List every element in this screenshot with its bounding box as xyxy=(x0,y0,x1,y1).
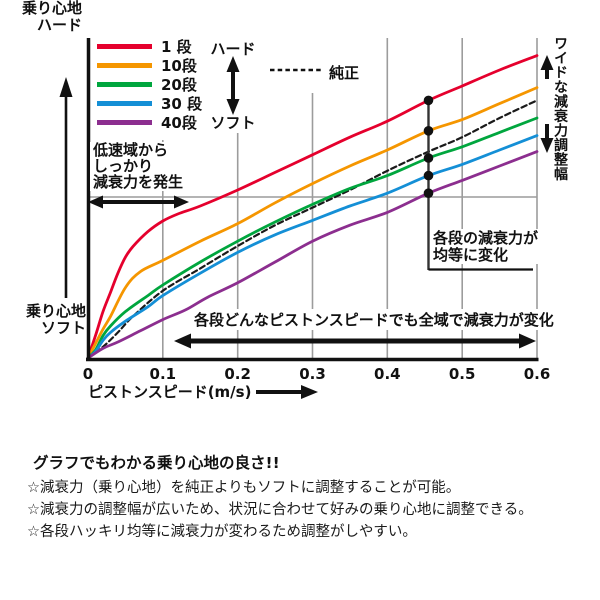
hard-soft-scale: ハード ソフト xyxy=(206,37,260,133)
legend-swatch xyxy=(97,101,152,106)
annotation-low-speed: 低速域から しっかり 減衰力を発生 xyxy=(90,142,187,192)
hard-soft-range-arrow xyxy=(226,56,240,115)
footer-title: グラフでもわかる乗り心地の良さ!! xyxy=(33,454,280,472)
stock-legend-label: 純正 xyxy=(327,62,362,83)
x-tick-0.6: 0.6 xyxy=(523,365,551,383)
soft-label: ソフト xyxy=(210,114,256,132)
x-tick-0.1: 0.1 xyxy=(149,365,177,383)
low-speed-range-arrow xyxy=(88,195,189,209)
legend-swatch xyxy=(97,120,152,125)
legend-item-4: 30 段 xyxy=(97,94,202,113)
x-tick-0.5: 0.5 xyxy=(448,365,476,383)
legend-label: 20段 xyxy=(161,76,197,94)
y-axis-arrow-up xyxy=(59,77,73,298)
x-tick-0.3: 0.3 xyxy=(299,365,326,383)
chart-canvas xyxy=(86,38,539,362)
marker-dot-40段 xyxy=(423,188,434,198)
footer-bullet-1: ☆減衰力（乗り心地）を純正よりもソフトに調整することが可能。 xyxy=(27,480,461,496)
x-tick-0.2: 0.2 xyxy=(224,365,251,383)
hard-label: ハード xyxy=(210,40,256,58)
legend-label: 1 段 xyxy=(161,38,192,56)
grid-layer xyxy=(88,38,538,358)
x-tick-0: 0 xyxy=(82,365,94,383)
curve-step-20段 xyxy=(86,116,539,360)
wide-range-down-arrow xyxy=(540,124,554,153)
axes-layer xyxy=(86,38,539,362)
x-tick-0.4: 0.4 xyxy=(374,365,401,383)
annotation-wide-range: ワイドな減衰力調整幅 xyxy=(552,36,568,181)
x-axis-label: ピストンスピード(m/s) xyxy=(88,383,252,401)
marker-dot-1段 xyxy=(423,95,434,106)
y-axis-label-soft: 乗り心地 ソフト xyxy=(25,302,86,337)
curve-step-10段 xyxy=(86,86,539,360)
legend-item-2: 10段 xyxy=(97,56,202,75)
full-range-arrow xyxy=(174,333,536,349)
annotation-canvas xyxy=(59,55,554,399)
curve-step-40段 xyxy=(86,150,539,360)
legend-item-5: 40段 xyxy=(97,113,202,132)
legend-item-1: 1 段 xyxy=(97,37,202,56)
legend-swatch xyxy=(97,82,152,87)
annotation-full-range: 各段どんなピストンスピードでも全域で減衰力が変化 xyxy=(191,309,557,330)
legend-label: 30 段 xyxy=(161,95,203,113)
curve-stock xyxy=(86,99,539,360)
legend-label: 10段 xyxy=(161,57,197,75)
annotation-equal-change: 各段の減衰力が 均等に変化 xyxy=(430,229,542,264)
x-axis-direction-arrow xyxy=(256,385,318,399)
marker-dot-10段 xyxy=(423,126,434,136)
footer-bullet-3: ☆各段ハッキリ均等に減衰力が変わるため調整がしやすい。 xyxy=(27,524,417,540)
legend-swatch xyxy=(97,44,152,49)
marker-dot-20段 xyxy=(423,153,434,163)
marker-dot-30段 xyxy=(423,170,434,181)
legend-label: 40段 xyxy=(161,114,197,132)
marker-layer xyxy=(423,95,434,270)
legend-item-3: 20段 xyxy=(97,75,202,94)
wide-range-up-arrow xyxy=(540,55,554,79)
y-axis-label-hard: 乗り心地 ハード xyxy=(21,0,82,34)
legend-swatch xyxy=(97,63,152,68)
footer-bullet-2: ☆減衰力の調整幅が広いため、状況に合わせて好みの乗り心地に調整できる。 xyxy=(27,502,533,518)
series-legend: 1 段 10段 20段 30 段 40段 xyxy=(93,36,209,133)
curve-step-30段 xyxy=(86,134,539,360)
